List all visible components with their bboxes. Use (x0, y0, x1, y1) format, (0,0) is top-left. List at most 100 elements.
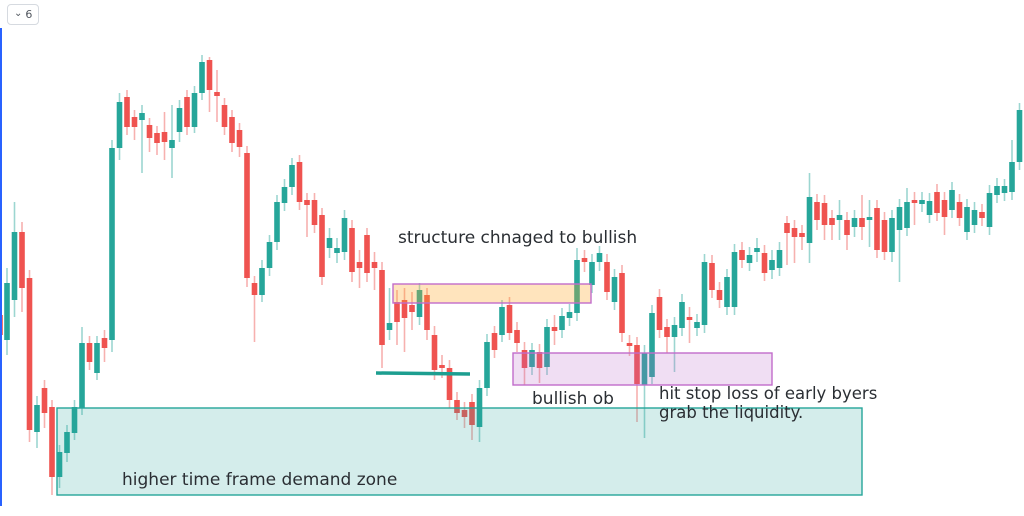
candle-body (866, 217, 873, 220)
candle-body (634, 345, 640, 384)
candle-body (859, 218, 865, 227)
drawing-count-label: 6 (25, 8, 33, 21)
candle-body (1009, 162, 1015, 192)
candle-body (386, 323, 393, 330)
candle-body (911, 200, 918, 203)
candle-body (821, 203, 828, 225)
candle-body (266, 242, 273, 268)
candle-body (56, 452, 63, 477)
annotation-demand-zone[interactable]: higher time frame demand zone (122, 470, 398, 490)
candle-body (364, 235, 370, 273)
candle-body (566, 312, 573, 318)
candle-body (806, 197, 813, 243)
candle-body (169, 140, 175, 148)
candle-body (221, 105, 228, 127)
candle-body (949, 190, 955, 210)
candle-body (626, 343, 633, 346)
annotation-stop-loss[interactable]: hit stop loss of early byers grab the li… (659, 384, 877, 422)
candle-body (184, 97, 190, 127)
candle-body (79, 343, 85, 408)
candle-body (349, 228, 355, 272)
annotation-stop-loss-line2: grab the liquidity. (659, 402, 804, 422)
annotation-bullish-ob[interactable]: bullish ob (532, 389, 614, 409)
candle-body (731, 252, 738, 307)
candle-body (244, 153, 250, 278)
htf-demand-zone[interactable] (56, 407, 863, 496)
candle-body (116, 102, 123, 148)
candle-body (754, 248, 760, 252)
candle-body (94, 343, 100, 373)
candle-body (784, 223, 790, 233)
candle-body (896, 207, 903, 230)
candle-body (934, 192, 940, 213)
candle-body (499, 307, 505, 335)
candle-body (514, 330, 520, 343)
candle-body (131, 117, 138, 127)
structure-change-zone[interactable] (392, 283, 592, 304)
candle-body (11, 232, 18, 300)
candle-body (454, 400, 460, 413)
candle-body (41, 388, 48, 413)
candle-body (34, 405, 40, 432)
candle-body (206, 60, 213, 90)
candle-body (701, 262, 708, 325)
candle-body (544, 327, 550, 367)
candle-body (574, 260, 580, 313)
chevron-down-icon: ⌄ (14, 7, 23, 19)
candle-body (154, 133, 160, 143)
candle-body (521, 350, 528, 368)
candle-body (4, 283, 10, 340)
candle-body (641, 353, 648, 385)
candle-body (409, 305, 415, 312)
candle-body (964, 207, 970, 232)
candle-body (296, 162, 303, 202)
candle-body (356, 262, 363, 268)
candle-body (319, 215, 325, 277)
candle-body (656, 297, 663, 330)
candle-body (101, 338, 108, 348)
candle-body (109, 148, 115, 340)
candle-body (334, 248, 340, 253)
candle-body (236, 130, 243, 147)
candle-body (19, 232, 25, 288)
candle-body (311, 200, 318, 225)
candle-body (394, 302, 400, 322)
candle-body (484, 342, 490, 388)
candle-body (739, 250, 745, 260)
support-line[interactable] (375, 371, 471, 376)
bullish-ob-zone[interactable] (512, 352, 773, 386)
candle-body (536, 352, 543, 368)
candle-body (649, 313, 655, 377)
collapse-drawings-button[interactable]: ⌄ 6 (7, 4, 40, 25)
candle-body (229, 117, 235, 143)
candle-body (776, 250, 783, 268)
candle-body (214, 92, 220, 96)
candle-body (64, 432, 70, 453)
candle-body (469, 402, 475, 425)
candle-body (379, 270, 385, 345)
candle-body (671, 325, 678, 337)
candle-body (904, 202, 910, 228)
candle-body (596, 253, 603, 262)
candle-body (686, 317, 693, 320)
candle-body (491, 333, 498, 350)
candle-body (559, 316, 565, 330)
candle-body (461, 410, 468, 417)
candle-body (844, 220, 850, 235)
candle-body (431, 335, 438, 370)
candle-body (814, 202, 820, 220)
candle-body (694, 322, 700, 328)
candle-body (761, 253, 768, 273)
candle-body (146, 125, 153, 138)
candle-body (889, 218, 895, 252)
candle-body (439, 365, 445, 368)
candle-body (926, 201, 933, 215)
candle-body (581, 258, 588, 262)
candle-body (919, 200, 925, 204)
candle-body (874, 208, 880, 250)
candle-body (769, 260, 775, 270)
candle-body (986, 193, 993, 227)
candle-body (161, 132, 168, 142)
annotation-structure-changed[interactable]: structure chnaged to bullish (398, 228, 638, 248)
